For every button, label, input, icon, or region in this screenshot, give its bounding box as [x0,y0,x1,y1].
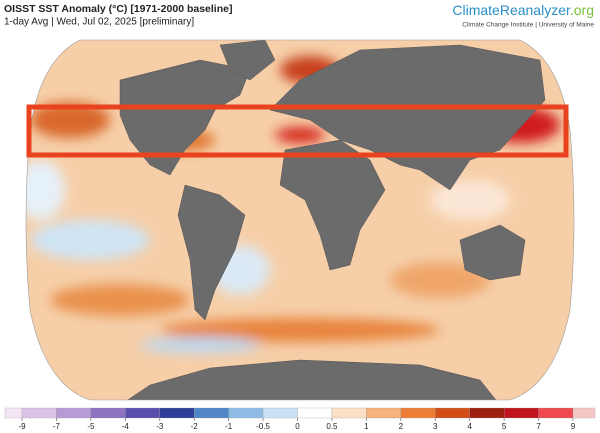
colorbar-label: -7 [53,422,61,431]
south-america [177,184,246,321]
colorbar-segment [21,407,57,419]
logo: ClimateReanalyzer.org [452,2,594,18]
colorbar-label: 0.5 [326,422,338,431]
colorbar-label: 4 [467,422,472,431]
colorbar-segment [331,407,367,419]
colorbar: -9 -7 -5 -4 -3 -2 -1 -0.5 0 0.5 1 2 3 4 5 7 9 [4,407,596,431]
colorbar-label: 0 [295,422,300,431]
colorbar-segment [297,407,333,419]
australia [459,224,526,281]
colorbar-label: 5 [502,422,507,431]
colorbar-segment [435,407,470,419]
colorbar-segment [400,407,436,419]
colorbar-label: 7 [536,422,541,431]
colorbar-label: -3 [156,422,164,431]
colorbar-label: 9 [571,422,576,431]
colorbar-label: -5 [87,422,95,431]
colorbar-label: -1 [225,422,233,431]
colorbar-segment [228,407,264,419]
colorbar-label: -9 [18,422,26,431]
colorbar-segment [503,407,539,419]
colorbar-segment [366,407,401,419]
colorbar-segment [572,407,596,419]
colorbar-label: -4 [122,422,130,431]
colorbar-label: 3 [433,422,438,431]
colorbar-segment [159,407,195,419]
colorbar-label: -2 [191,422,199,431]
logo-name: ClimateReanalyzer [452,2,571,18]
colorbar-segment [538,407,574,419]
colorbar-segment [4,407,23,419]
colorbar-segment [90,407,126,419]
highlight-box [26,104,569,158]
title: OISST SST Anomaly (°C) [1971-2000 baseli… [4,3,232,15]
colorbar-segment [125,407,160,419]
subtitle: 1-day Avg | Wed, Jul 02, 2025 [prelimina… [4,17,194,28]
map [26,40,574,400]
colorbar-segment [262,407,298,419]
colorbar-segment [194,407,229,419]
antarctica [119,359,501,400]
colorbar-label: 1 [364,422,369,431]
colorbar-segment [469,407,505,419]
colorbar-segment [56,407,92,419]
logo-domain: .org [570,2,594,18]
colorbar-label: -0.5 [256,422,270,431]
greenland [219,40,276,81]
colorbar-label: 2 [399,422,404,431]
logo-affiliation: Climate Change Institute | University of… [462,22,594,29]
